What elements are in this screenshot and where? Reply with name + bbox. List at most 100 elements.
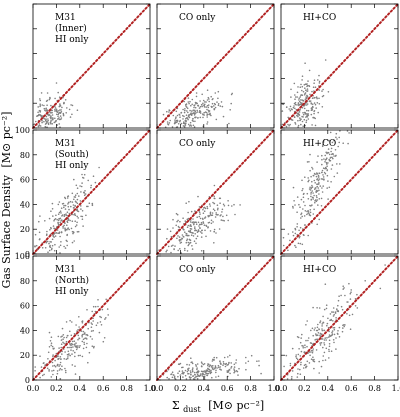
data-point [196, 235, 199, 237]
x-tick-label: 0.6 [97, 384, 110, 393]
data-point [300, 94, 302, 96]
data-point [37, 106, 39, 108]
data-point [167, 245, 170, 248]
data-point [189, 224, 192, 226]
x-tick-label: 0.8 [368, 384, 381, 393]
data-point [45, 121, 48, 123]
data-point [61, 365, 63, 368]
data-point [197, 195, 199, 198]
data-point [180, 252, 182, 254]
data-point [312, 334, 315, 337]
data-point [77, 217, 79, 219]
data-point [52, 225, 55, 227]
panel-frame [156, 3, 275, 129]
data-point [199, 109, 201, 112]
data-point [75, 184, 78, 187]
panel-label: HI only [55, 287, 89, 297]
panel-label: HI only [55, 161, 89, 171]
data-point [297, 126, 299, 128]
data-point [81, 336, 83, 338]
data-point [313, 329, 316, 331]
data-point [182, 122, 185, 125]
data-point [211, 360, 214, 362]
data-point [47, 118, 49, 120]
data-point [319, 342, 322, 344]
data-point [306, 113, 308, 115]
data-point [52, 369, 55, 372]
data-point [356, 293, 358, 296]
data-point [316, 334, 319, 336]
data-point [283, 365, 285, 368]
data-point [213, 108, 216, 110]
data-point [179, 374, 182, 376]
data-point [196, 363, 199, 365]
data-point [216, 204, 219, 206]
data-point [63, 245, 65, 248]
data-point [72, 346, 74, 348]
data-point [186, 363, 188, 366]
data-point [74, 204, 76, 207]
data-point [50, 342, 53, 345]
data-point [303, 234, 305, 236]
data-point [294, 103, 297, 106]
data-point [100, 324, 103, 326]
data-point [207, 104, 210, 106]
data-point [45, 107, 47, 110]
data-point [310, 198, 313, 201]
data-point [324, 172, 327, 175]
data-point [337, 304, 339, 307]
data-point [62, 96, 64, 99]
data-point [331, 164, 334, 166]
data-point [318, 82, 321, 84]
data-point [47, 358, 49, 360]
x-tick-label: 0.2 [50, 384, 63, 393]
data-point [59, 356, 62, 358]
data-point [169, 119, 171, 122]
y-tick-label: 40 [20, 200, 30, 209]
data-point [316, 178, 319, 180]
data-point [188, 200, 190, 203]
data-point [333, 313, 336, 316]
data-point [78, 326, 80, 328]
data-point [327, 91, 330, 93]
data-point [101, 308, 104, 311]
data-point [39, 98, 41, 100]
x-axis-title-sigma: Σ [172, 399, 180, 412]
data-point [76, 209, 78, 211]
data-point [191, 248, 194, 250]
data-point [186, 238, 189, 240]
data-point [65, 112, 67, 114]
data-point [185, 117, 187, 120]
data-point [83, 173, 86, 176]
data-point [237, 374, 239, 376]
data-point [50, 115, 52, 117]
data-point [294, 232, 297, 235]
data-point [304, 92, 306, 95]
one-to-one-line [32, 255, 151, 381]
data-point [292, 186, 295, 189]
data-point [82, 347, 85, 350]
data-point [177, 123, 180, 125]
data-point [179, 119, 181, 122]
data-point [76, 221, 78, 224]
data-point [305, 324, 307, 326]
data-point [204, 216, 207, 218]
data-point [306, 114, 309, 116]
data-point [208, 368, 211, 371]
y-tick-label: 0 [25, 250, 30, 259]
data-point [179, 248, 181, 250]
data-point [305, 365, 308, 368]
data-point [322, 144, 324, 146]
data-point [354, 305, 357, 307]
data-point [195, 237, 198, 240]
data-point [71, 220, 74, 222]
data-point [324, 154, 327, 157]
data-point [311, 351, 314, 354]
data-point [191, 110, 193, 112]
y-axis-title: Gas Surface Density [M⊙ pc⁻²] [0, 112, 13, 289]
data-point [309, 354, 311, 357]
one-to-one-line [156, 3, 275, 129]
data-point [210, 371, 213, 374]
data-point [185, 378, 188, 380]
data-point [77, 345, 79, 347]
